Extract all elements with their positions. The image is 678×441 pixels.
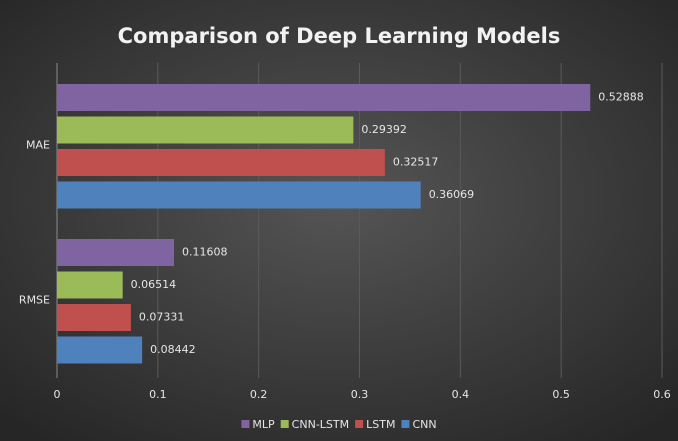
bar	[57, 181, 421, 209]
data-label: 0.08442	[150, 343, 196, 356]
data-label: 0.11608	[182, 246, 228, 259]
chart-title: Comparison of Deep Learning Models	[118, 24, 561, 48]
y-tick-label: RMSE	[19, 294, 50, 307]
x-tick-label: 0.2	[250, 388, 268, 401]
data-label: 0.52888	[598, 91, 644, 104]
x-tick-label: 0.3	[351, 388, 369, 401]
bar	[57, 239, 175, 266]
legend-swatch	[280, 420, 289, 428]
legend-swatch	[401, 420, 410, 428]
bar	[57, 116, 354, 144]
legend: MLP CNN-LSTM LSTM CNN	[241, 418, 437, 431]
x-tick-label: 0.5	[552, 388, 570, 401]
legend-label: CNN-LSTM	[292, 418, 349, 431]
legend-swatch	[241, 420, 250, 428]
bar	[57, 271, 123, 299]
bar	[57, 336, 143, 364]
x-tick-label: 0.6	[653, 388, 671, 401]
data-label: 0.32517	[393, 156, 439, 169]
bar	[57, 304, 131, 331]
x-tick-label: 0	[54, 388, 61, 401]
data-label: 0.06514	[131, 278, 177, 291]
x-tick-label: 0.1	[149, 388, 167, 401]
x-tick-label: 0.4	[452, 388, 470, 401]
bar	[57, 84, 591, 111]
data-label: 0.29392	[361, 123, 407, 136]
legend-label: MLP	[252, 418, 275, 431]
legend-label: LSTM	[366, 418, 395, 431]
y-tick-label: MAE	[26, 139, 50, 152]
data-label: 0.07331	[139, 311, 185, 324]
bar	[57, 149, 385, 176]
legend-swatch	[355, 420, 364, 428]
legend-label: CNN	[412, 418, 436, 431]
data-label: 0.36069	[429, 188, 475, 201]
